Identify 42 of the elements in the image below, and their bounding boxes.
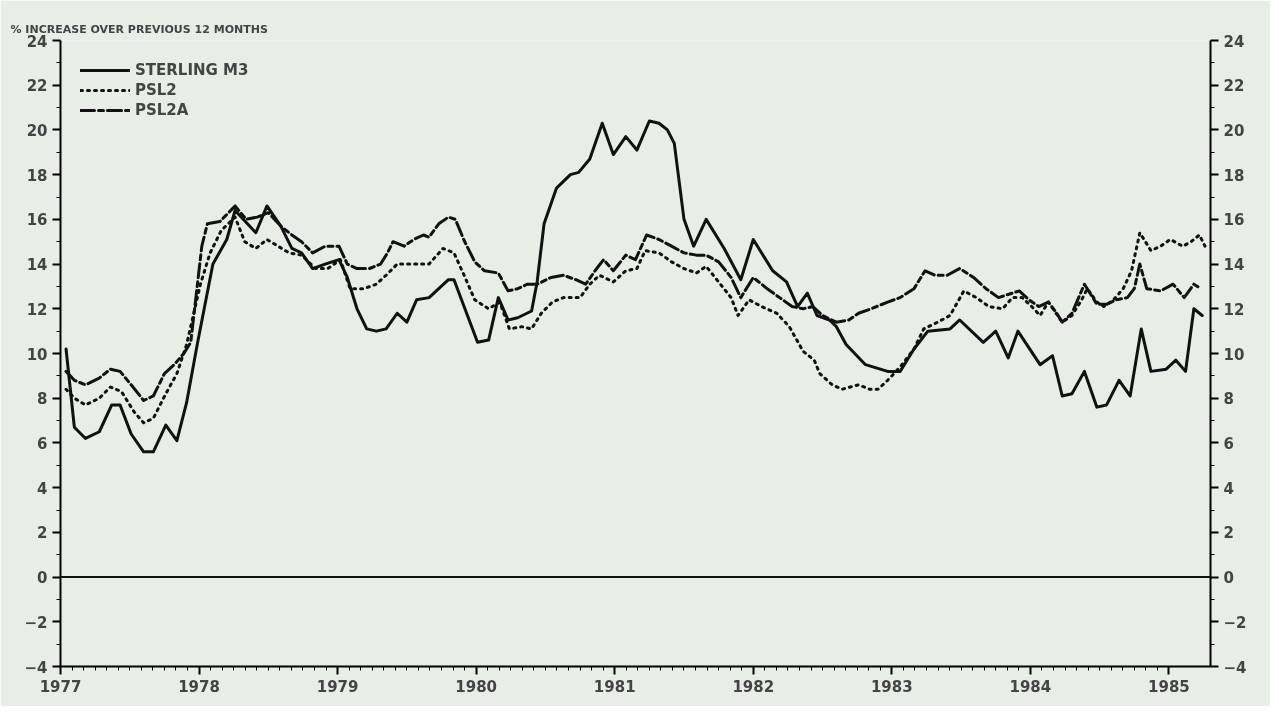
y-tick-label: 14 [26, 256, 48, 275]
y2-tick-label: 12 [1223, 300, 1245, 319]
y2-tick-label: 14 [1223, 256, 1245, 275]
x-tick-label: 1980 [455, 677, 498, 696]
y2-tick-label: −2 [1223, 613, 1247, 632]
y2-tick-label: 10 [1223, 345, 1245, 364]
y-tick-label: 0 [37, 569, 48, 588]
x-tick-label: 1979 [316, 677, 359, 696]
y-tick-label: 16 [26, 211, 48, 230]
y2-tick-label: 18 [1223, 166, 1245, 185]
y2-tick-label: 2 [1223, 524, 1234, 543]
line-series [64, 119, 1204, 454]
x-tick-label: 1982 [732, 677, 775, 696]
x-tick-label: 1981 [593, 677, 636, 696]
legend-label: PSL2 [135, 81, 177, 99]
x-tick-label: 1977 [39, 677, 82, 696]
y2-tick-label: 16 [1223, 211, 1245, 230]
y-tick-label: −2 [24, 613, 48, 632]
y-tick-label: 10 [26, 345, 48, 364]
y2-tick-label: 4 [1223, 479, 1234, 498]
y-tick-label: 22 [26, 77, 48, 96]
y2-tick-label: 24 [1223, 32, 1245, 51]
x-tick-label: 1983 [870, 677, 913, 696]
x-tick-label: 1985 [1148, 677, 1190, 696]
x-tick-label: 1978 [178, 677, 220, 696]
y-tick-label: 6 [37, 434, 48, 453]
y2-tick-label: 20 [1223, 121, 1245, 140]
legend-label: PSL2A [135, 101, 189, 119]
y2-tick-label: −4 [1223, 658, 1247, 677]
y2-tick-label: 0 [1223, 569, 1234, 588]
y2-tick-label: 22 [1223, 77, 1245, 96]
y2-tick-label: 6 [1223, 434, 1234, 453]
y-tick-label: 2 [37, 524, 48, 543]
y-tick-label: −4 [24, 658, 48, 677]
legend-label: STERLING M3 [135, 61, 249, 79]
y-tick-label: 20 [26, 121, 48, 140]
y2-tick-label: 8 [1223, 390, 1234, 409]
y-tick-label: 8 [37, 390, 48, 409]
y-tick-label: 18 [26, 166, 48, 185]
x-tick-label: 1984 [1009, 677, 1052, 696]
y-tick-label: 12 [26, 300, 48, 319]
y-tick-label: 4 [37, 479, 48, 498]
